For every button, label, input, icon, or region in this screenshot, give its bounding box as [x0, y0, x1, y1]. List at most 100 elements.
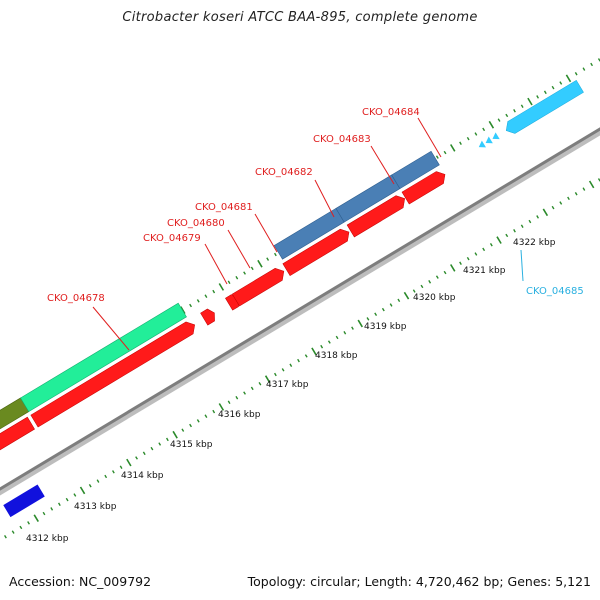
- tick-mark: [212, 289, 216, 294]
- tick-mark: [567, 196, 570, 201]
- tick-mark: [527, 97, 533, 106]
- tick-mark: [235, 275, 239, 280]
- cyan-marker-3[interactable]: [477, 140, 486, 151]
- tick-mark: [536, 215, 540, 219]
- tick-mark: [420, 284, 424, 289]
- gene-label-cko-04682[interactable]: CKO_04682: [255, 167, 313, 178]
- gene-label-cko-04681[interactable]: CKO_04681: [195, 202, 253, 213]
- accession-label: Accession: NC_009792: [9, 574, 152, 589]
- tick-mark: [218, 403, 225, 411]
- tick-mark: [189, 423, 192, 428]
- tick-mark: [266, 257, 270, 261]
- tick-mark: [311, 347, 317, 356]
- tick-mark: [218, 283, 225, 291]
- gene-label-cko-04679[interactable]: CKO_04679: [143, 233, 201, 244]
- tick-mark: [574, 192, 578, 196]
- tick-mark: [459, 261, 462, 265]
- tick-mark: [250, 386, 254, 391]
- tick-mark: [412, 289, 416, 293]
- leader-cko-04683: [370, 145, 395, 185]
- feature-green-cko-04678[interactable]: [20, 302, 187, 413]
- tick-mark: [435, 155, 439, 159]
- tick-mark: [466, 256, 470, 261]
- gene-label-cko-04683[interactable]: CKO_04683: [313, 134, 371, 145]
- tick-mark: [289, 363, 293, 367]
- ruler-label-4312: 4312 kbp: [26, 534, 69, 544]
- tick-mark: [27, 521, 30, 525]
- tick-mark: [111, 470, 115, 474]
- tick-mark: [466, 136, 470, 141]
- tick-mark: [96, 479, 100, 483]
- tick-mark: [204, 414, 208, 418]
- genome-backbone-shadow: [0, 128, 600, 496]
- tick-mark: [582, 187, 586, 191]
- tick-mark: [459, 141, 462, 145]
- leader-cko-04681: [254, 213, 278, 253]
- cds-arrow-cko-04683[interactable]: [346, 193, 408, 238]
- tick-mark: [343, 331, 347, 335]
- tick-mark: [235, 395, 239, 400]
- tick-mark: [559, 81, 563, 85]
- cds-arrow-1[interactable]: [0, 416, 35, 461]
- tick-mark: [403, 291, 410, 300]
- tick-mark: [57, 502, 61, 507]
- tick-mark: [450, 144, 456, 152]
- tick-mark: [158, 442, 162, 446]
- tick-mark: [181, 428, 185, 432]
- tick-mark: [482, 127, 486, 132]
- tick-mark: [19, 525, 23, 530]
- tick-mark: [489, 243, 493, 247]
- tick-mark: [497, 118, 501, 122]
- gene-label-cko-04685[interactable]: CKO_04685: [526, 286, 584, 297]
- tick-mark: [574, 72, 578, 76]
- tick-mark: [180, 306, 186, 315]
- tick-mark: [505, 233, 509, 238]
- cyan-marker-2[interactable]: [484, 136, 493, 146]
- tick-mark: [189, 303, 192, 308]
- tick-mark: [588, 180, 595, 189]
- tick-mark: [590, 62, 594, 67]
- operon-blue-3[interactable]: [391, 150, 440, 190]
- leader-cko-04685: [520, 249, 524, 282]
- leader-cko-04684: [417, 117, 442, 158]
- tick-mark: [551, 205, 555, 210]
- tick-mark: [135, 456, 138, 460]
- leader-cko-04680: [227, 229, 251, 269]
- tick-mark: [172, 430, 178, 439]
- tick-mark: [366, 317, 370, 321]
- tick-mark: [50, 507, 54, 511]
- cds-arrow-cko-04681[interactable]: [231, 265, 287, 307]
- feature-cyan-cko-04685[interactable]: [503, 79, 584, 136]
- tick-mark: [204, 294, 208, 298]
- gene-label-cko-04684[interactable]: CKO_04684: [362, 107, 420, 118]
- tick-mark: [428, 280, 432, 284]
- ruler-label-4313: 4313 kbp: [74, 502, 117, 512]
- cds-arrow-cko-04678[interactable]: [30, 319, 199, 428]
- tick-mark: [320, 344, 324, 349]
- tick-mark: [551, 85, 555, 90]
- tick-mark: [73, 493, 77, 497]
- tick-mark: [443, 150, 447, 155]
- tick-mark: [357, 319, 363, 328]
- inner-tick-track: [4, 178, 600, 539]
- tick-mark: [243, 391, 246, 395]
- tick-mark: [335, 335, 339, 340]
- cds-arrow-cko-04684[interactable]: [401, 168, 449, 205]
- cyan-marker-1[interactable]: [490, 132, 500, 142]
- tick-mark: [227, 400, 231, 405]
- feature-navy[interactable]: [3, 484, 45, 518]
- tick-mark: [543, 90, 547, 95]
- cds-arrow-cko-04682[interactable]: [282, 226, 353, 276]
- tick-mark: [257, 259, 263, 268]
- cds-arrow-cko-04679[interactable]: [200, 307, 218, 326]
- tick-mark: [397, 298, 401, 303]
- tick-mark: [165, 437, 169, 442]
- leader-cko-04682: [314, 179, 335, 218]
- tick-mark: [212, 409, 216, 414]
- gene-label-cko-04680[interactable]: CKO_04680: [167, 218, 225, 229]
- tick-mark: [196, 419, 200, 423]
- ruler-label-4315: 4315 kbp: [170, 440, 213, 450]
- tick-mark: [42, 511, 46, 516]
- tick-mark: [582, 67, 586, 71]
- gene-label-cko-04678[interactable]: CKO_04678: [47, 293, 105, 304]
